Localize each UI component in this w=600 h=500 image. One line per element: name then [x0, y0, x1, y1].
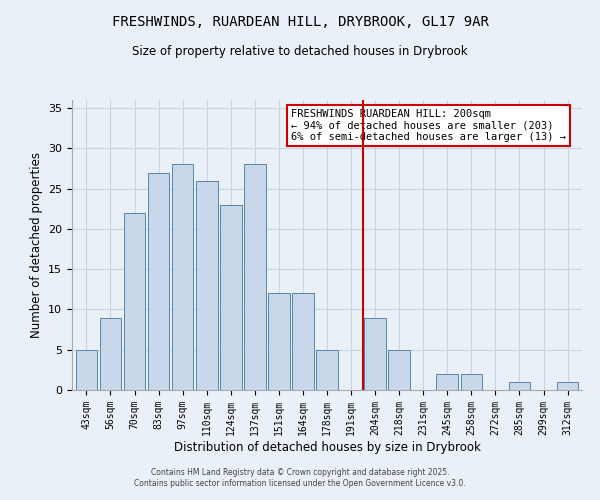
Bar	[124, 213, 145, 390]
Bar	[436, 374, 458, 390]
Bar	[557, 382, 578, 390]
Bar	[364, 318, 386, 390]
Text: FRESHWINDS RUARDEAN HILL: 200sqm
← 94% of detached houses are smaller (203)
6% o: FRESHWINDS RUARDEAN HILL: 200sqm ← 94% o…	[291, 108, 566, 142]
Bar	[196, 180, 218, 390]
Text: Size of property relative to detached houses in Drybrook: Size of property relative to detached ho…	[132, 45, 468, 58]
Bar	[388, 350, 410, 390]
Bar	[76, 350, 97, 390]
Bar	[172, 164, 193, 390]
Bar	[461, 374, 482, 390]
Bar	[292, 294, 314, 390]
Bar	[244, 164, 266, 390]
Bar	[316, 350, 338, 390]
Bar	[268, 294, 290, 390]
Text: Contains HM Land Registry data © Crown copyright and database right 2025.
Contai: Contains HM Land Registry data © Crown c…	[134, 468, 466, 487]
X-axis label: Distribution of detached houses by size in Drybrook: Distribution of detached houses by size …	[173, 440, 481, 454]
Bar	[100, 318, 121, 390]
Bar	[509, 382, 530, 390]
Bar	[148, 172, 169, 390]
Y-axis label: Number of detached properties: Number of detached properties	[29, 152, 43, 338]
Text: FRESHWINDS, RUARDEAN HILL, DRYBROOK, GL17 9AR: FRESHWINDS, RUARDEAN HILL, DRYBROOK, GL1…	[112, 15, 488, 29]
Bar	[220, 204, 242, 390]
